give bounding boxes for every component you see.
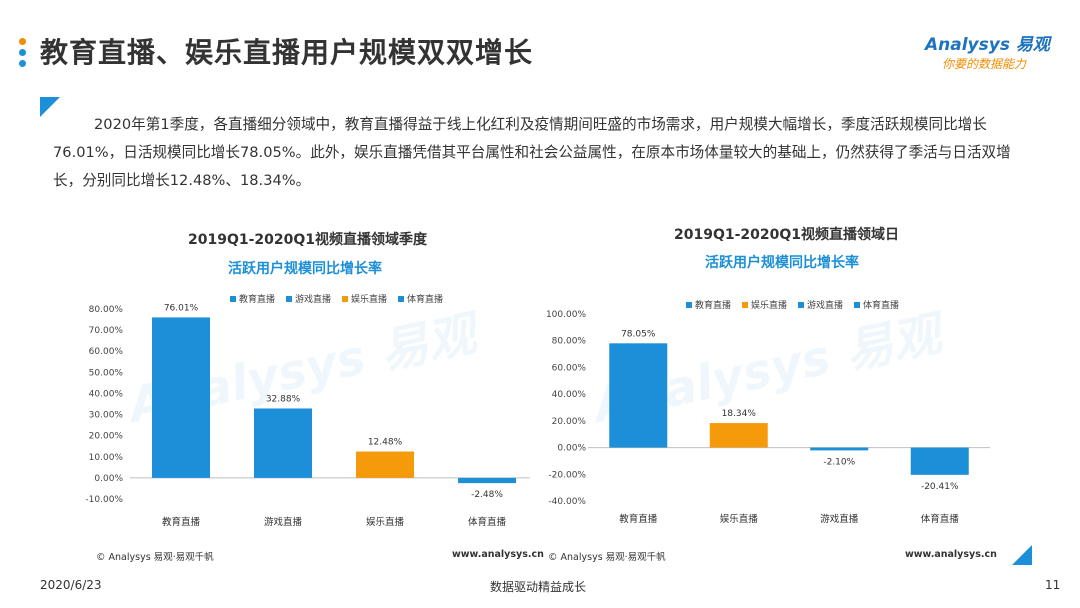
page-title: 教育直播、娱乐直播用户规模双双增长 [40,36,534,69]
bar [458,477,516,484]
legend-item: 娱乐直播 [342,292,387,305]
y-tick-label: 40.00% [89,389,124,399]
y-tick-label: 0.00% [94,474,123,484]
chart2-site: www.analysys.cn [905,549,997,560]
summary-paragraph: 2020年第1季度，各直播细分领域中，教育直播得益于线上化红利及疫情期间旺盛的市… [53,116,1011,189]
chart1-legend: 教育直播 游戏直播 娱乐直播 体育直播 [230,292,443,305]
y-tick-label: 80.00% [552,337,587,347]
x-tick-label: 娱乐直播 [720,513,759,525]
y-tick-label: 70.00% [89,326,124,336]
y-tick-label: 50.00% [89,368,124,378]
bar [152,317,210,478]
logo-slogan: 你要的数据能力 [942,57,1027,71]
chart2-plot: -40.00% -20.00% 0.00% 20.00% 40.00% 60.00% 80.… [546,310,990,525]
orange-dot [19,38,26,45]
chart2-source: © Analysys 易观·易观千帆 [548,552,666,563]
data-label: 78.05% [621,329,656,339]
bar [910,447,969,475]
bar [810,447,869,451]
y-tick-label: 60.00% [89,347,124,357]
legend-item: 教育直播 [230,292,275,305]
chart2-title: 2019Q1-2020Q1视频直播领域日 [674,227,900,243]
data-label: -2.10% [823,457,855,467]
legend-item: 教育直播 [686,298,731,311]
blue-dot [19,49,26,56]
data-label: -2.48% [471,490,503,500]
bar [254,408,312,478]
x-tick-label: 游戏直播 [264,516,303,528]
legend-item: 游戏直播 [798,298,843,311]
y-tick-label: 0.00% [557,444,586,454]
data-label: 76.01% [164,303,199,313]
x-tick-label: 体育直播 [468,516,507,528]
data-label: 32.88% [266,394,301,404]
y-tick-label: -20.00% [548,470,586,480]
analysys-logo: Analysys 易观 你要的数据能力 [925,30,1060,72]
x-tick-label: 教育直播 [619,513,658,525]
logo-main-text: Analysys 易观 [925,35,1050,55]
data-label: 18.34% [722,409,757,419]
page-slogan: 数据驱动精益成长 [490,580,587,594]
corner-triangle-decoration [1012,545,1032,565]
x-tick-label: 教育直播 [162,516,201,528]
legend-item: 娱乐直播 [742,298,787,311]
x-tick-label: 游戏直播 [820,513,859,525]
y-tick-label: 20.00% [552,417,587,427]
y-tick-label: 80.00% [89,305,124,315]
y-tick-label: 20.00% [89,432,124,442]
chart1-title: 2019Q1-2020Q1视频直播领域季度 [188,232,428,248]
bar [609,343,668,448]
corner-triangle-decoration [40,97,60,117]
blue-dot [19,60,26,67]
chart1-plot: -10.00% 0.00% 10.00% 20.00% 30.00% 40.00% 50.0… [85,303,530,528]
bar [356,451,414,478]
legend-item: 体育直播 [398,292,443,305]
y-tick-label: 10.00% [89,453,124,463]
y-tick-label: -40.00% [548,497,586,507]
x-tick-label: 体育直播 [921,513,960,525]
y-tick-label: 100.00% [546,310,586,320]
y-tick-label: 30.00% [89,411,124,421]
y-tick-label: -10.00% [85,495,123,505]
chart1-subtitle: 活跃用户规模同比增长率 [228,261,382,277]
page-number: 11 [1045,578,1061,592]
x-tick-label: 娱乐直播 [366,516,405,528]
data-label: 12.48% [368,438,403,448]
chart1-source: © Analysys 易观·易观千帆 [96,552,214,563]
legend-item: 游戏直播 [286,292,331,305]
data-label: -20.41% [921,482,959,492]
title-bullet-dots [19,38,27,71]
y-tick-label: 40.00% [552,390,587,400]
y-tick-label: 60.00% [552,363,587,373]
bar [709,423,768,448]
page-date: 2020/6/23 [40,578,102,592]
legend-item: 体育直播 [854,298,899,311]
chart2-subtitle: 活跃用户规模同比增长率 [705,255,859,271]
chart2-legend: 教育直播 娱乐直播 游戏直播 体育直播 [686,298,899,311]
chart1-site: www.analysys.cn [452,549,544,560]
